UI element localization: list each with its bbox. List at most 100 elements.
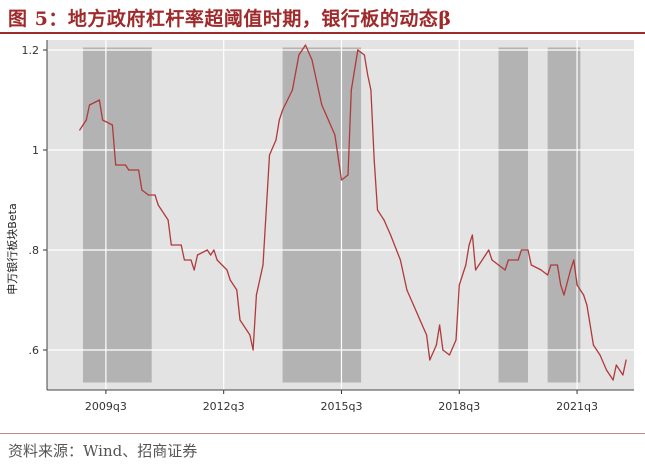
- data-point: [586, 304, 588, 306]
- data-point: [180, 244, 182, 246]
- data-point: [102, 119, 104, 121]
- data-point: [605, 369, 608, 371]
- data-point: [350, 89, 352, 91]
- data-point: [399, 259, 401, 261]
- data-point: [465, 264, 467, 266]
- data-point: [612, 379, 614, 381]
- data-point: [304, 44, 307, 46]
- series-line-1: [79, 44, 627, 381]
- data-point: [563, 294, 565, 296]
- data-point: [268, 154, 271, 156]
- axes: .6 .8 1 1.2 2009q3 2012q3 2015q3 2018q3 2021q3: [22, 40, 634, 413]
- data-point: [442, 349, 444, 351]
- data-point: [367, 74, 369, 76]
- data-point: [475, 269, 477, 271]
- data-point: [573, 259, 575, 261]
- data-point: [291, 89, 294, 91]
- data-point: [229, 279, 231, 281]
- data-point: [213, 249, 215, 251]
- data-point: [592, 344, 595, 346]
- data-point: [193, 269, 195, 271]
- data-point: [167, 219, 169, 221]
- data-point: [82, 124, 84, 126]
- data-point: [239, 319, 241, 321]
- data-point: [540, 269, 542, 271]
- data-point: [157, 204, 159, 206]
- data-point: [376, 209, 379, 211]
- data-point: [599, 354, 601, 356]
- data-point: [412, 304, 415, 306]
- data-point: [79, 129, 81, 131]
- data-point: [255, 294, 258, 296]
- data-point: [321, 104, 323, 106]
- shaded-period-4: [547, 47, 581, 383]
- x-tick-label: 2009q3: [85, 400, 127, 413]
- data-point: [468, 244, 470, 246]
- data-point: [507, 259, 509, 261]
- data-point: [183, 259, 186, 261]
- data-point: [550, 264, 552, 266]
- data-point: [190, 259, 192, 261]
- title-rule: [0, 32, 645, 34]
- data-point: [471, 234, 473, 236]
- source-rule: [0, 433, 645, 434]
- title-bar: 图 5：地方政府杠杆率超阈值时期，银行板的动态β: [0, 0, 645, 34]
- data-point: [128, 169, 130, 171]
- data-point: [298, 54, 300, 56]
- series-group: [79, 44, 627, 381]
- data-point: [569, 269, 572, 271]
- data-point: [425, 334, 428, 336]
- beta-line-chart: .6 .8 1 1.2 2009q3 2012q3 2015q3 2018q3 2021q3 申…: [5, 40, 634, 413]
- data-point: [196, 254, 199, 256]
- data-point: [497, 264, 500, 266]
- chart-area: .6 .8 1 1.2 2009q3 2012q3 2015q3 2018q3 2021q3 申…: [0, 34, 645, 430]
- data-point: [560, 284, 562, 286]
- shaded-periods: [82, 47, 581, 383]
- data-point: [88, 104, 91, 106]
- data-point: [389, 234, 392, 236]
- y-tick-label: 1.2: [22, 44, 40, 57]
- x-tick-label: 2018q3: [438, 400, 480, 413]
- data-point: [373, 159, 375, 161]
- data-point: [226, 269, 228, 271]
- data-point: [455, 339, 457, 341]
- data-point: [216, 259, 218, 261]
- data-point: [334, 134, 336, 136]
- y-tick-label: .6: [29, 344, 40, 357]
- data-point: [484, 254, 487, 256]
- data-point: [262, 264, 264, 266]
- data-point: [210, 254, 212, 256]
- data-point: [281, 109, 284, 111]
- data-point: [278, 119, 280, 121]
- shaded-period-2: [282, 47, 362, 383]
- y-axis-label: 申万银行板块Beta: [5, 203, 19, 294]
- data-point: [85, 119, 87, 121]
- data-point: [311, 59, 313, 61]
- data-point: [622, 374, 624, 376]
- data-point: [429, 359, 431, 361]
- data-point: [249, 334, 251, 336]
- data-point: [530, 264, 532, 266]
- data-point: [236, 289, 238, 291]
- y-tick-label: 1: [32, 144, 39, 157]
- x-tick-label: 2021q3: [556, 400, 598, 413]
- data-point: [154, 194, 156, 196]
- data-point: [488, 249, 490, 251]
- y-tick-label: .8: [29, 244, 40, 257]
- data-point: [527, 249, 529, 251]
- grid-lines: [47, 40, 634, 390]
- data-point: [458, 284, 460, 286]
- data-point: [625, 359, 627, 361]
- data-point: [615, 364, 617, 366]
- data-point: [363, 54, 365, 56]
- shaded-period-1: [82, 47, 152, 383]
- data-point: [556, 264, 559, 266]
- data-point: [138, 169, 140, 171]
- data-point: [111, 124, 114, 126]
- data-point: [124, 164, 127, 166]
- data-point: [252, 349, 254, 351]
- shaded-period-3: [498, 47, 528, 383]
- figure-title: 图 5：地方政府杠杆率超阈值时期，银行板的动态β: [8, 8, 452, 30]
- data-point: [340, 179, 343, 181]
- data-point: [170, 244, 172, 246]
